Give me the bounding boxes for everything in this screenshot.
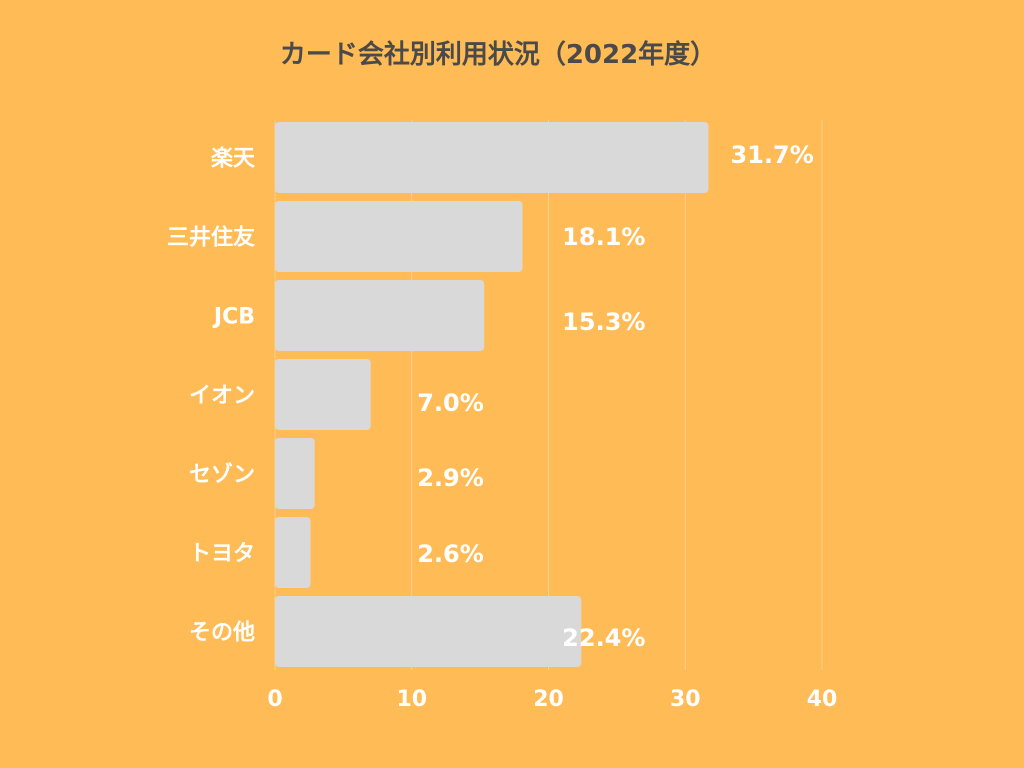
value-label: 22.4% <box>562 624 645 652</box>
bar <box>275 359 371 430</box>
category-label: トヨタ <box>189 542 255 567</box>
bar <box>275 280 485 351</box>
value-label: 2.9% <box>417 464 484 492</box>
bar <box>275 122 709 193</box>
category-label: セゾン <box>189 462 255 488</box>
x-tick-label: 0 <box>267 687 282 712</box>
x-tick-label: 20 <box>533 687 564 712</box>
category-label: 楽天 <box>211 146 256 172</box>
value-label: 7.0% <box>417 389 484 417</box>
value-label: 18.1% <box>562 223 645 251</box>
chart-title: カード会社別利用状況（2022年度） <box>280 39 716 70</box>
x-tick-label: 40 <box>807 687 838 712</box>
value-labels: 31.7% 18.1% 15.3% 7.0% 2.9% 2.6% 22.4% <box>417 141 814 652</box>
value-label: 2.6% <box>417 540 484 568</box>
value-label: 31.7% <box>730 141 813 169</box>
value-label: 15.3% <box>562 308 645 336</box>
category-label: その他 <box>189 621 255 646</box>
x-tick-label: 30 <box>670 687 701 712</box>
bars <box>275 122 709 667</box>
bar <box>275 201 523 272</box>
x-tick-label: 10 <box>396 687 427 712</box>
category-label: 三井住友 <box>167 225 255 251</box>
bar <box>275 517 311 588</box>
category-label: JCB <box>212 305 255 330</box>
bar <box>275 438 315 509</box>
category-label: イオン <box>189 384 255 409</box>
x-axis-ticks: 0 10 20 30 40 <box>267 687 837 712</box>
bar <box>275 596 582 667</box>
